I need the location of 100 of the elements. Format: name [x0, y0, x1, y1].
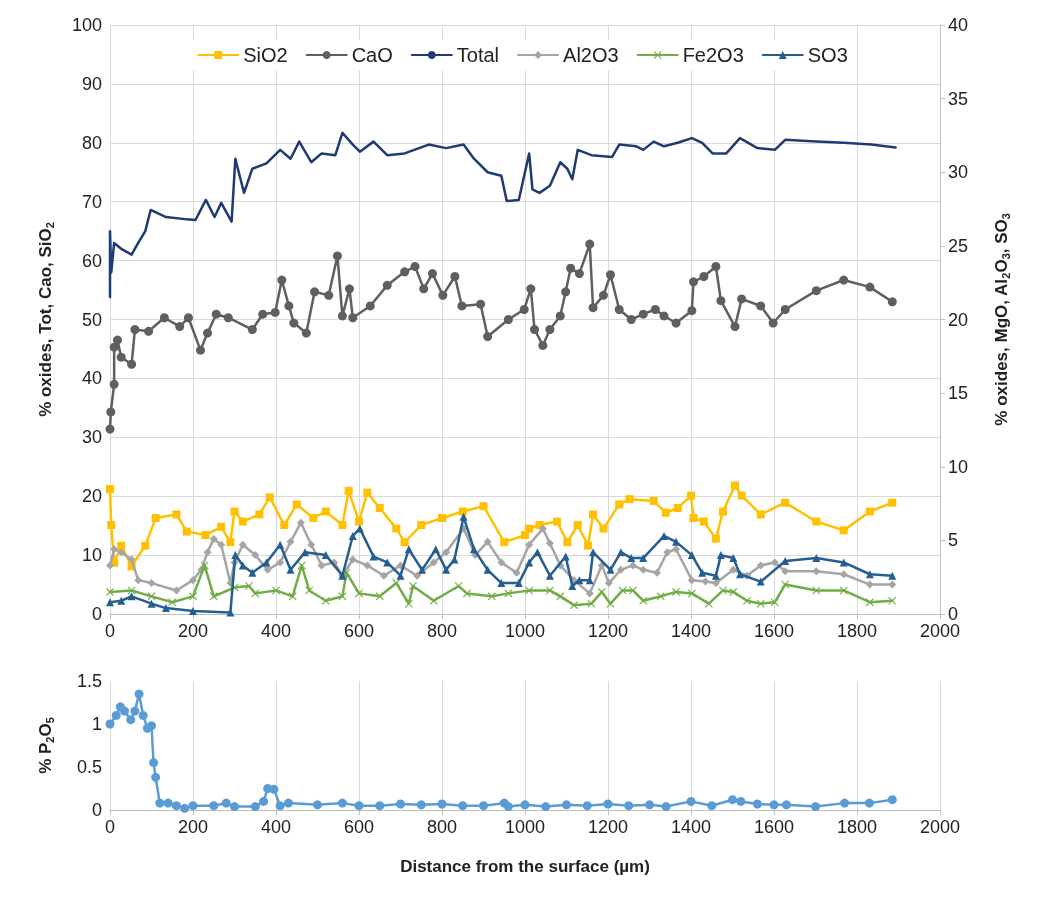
legend-label: SO3 — [807, 44, 848, 66]
point — [639, 554, 648, 563]
point — [584, 541, 593, 550]
point — [321, 551, 330, 560]
point — [520, 800, 530, 810]
point — [568, 582, 577, 591]
point — [582, 801, 592, 811]
point — [561, 552, 570, 561]
point — [888, 498, 897, 507]
y-tick-label: 40 — [81, 368, 102, 389]
point — [375, 801, 385, 811]
point — [238, 517, 247, 526]
point — [209, 592, 218, 601]
point — [111, 710, 121, 720]
point — [344, 486, 353, 495]
x-tick-label: 1800 — [836, 621, 878, 641]
point — [248, 568, 257, 577]
point — [442, 565, 451, 574]
point — [469, 545, 478, 554]
point — [718, 507, 727, 516]
x-tick-label: 600 — [343, 621, 375, 641]
point — [575, 576, 584, 585]
point — [272, 586, 280, 595]
point — [438, 513, 446, 522]
x-tick-label: 1400 — [670, 817, 712, 837]
point — [355, 517, 363, 526]
point — [673, 503, 682, 512]
point — [660, 531, 669, 540]
point — [188, 801, 198, 811]
point — [839, 526, 848, 535]
point — [615, 500, 624, 509]
point — [711, 571, 720, 580]
y2-tick-label: 20 — [948, 309, 969, 330]
point — [355, 524, 364, 533]
point — [276, 540, 285, 549]
legend-label: CaO — [351, 44, 393, 66]
point — [363, 488, 372, 497]
y-tick-label: 1 — [91, 714, 102, 734]
point — [265, 493, 274, 502]
x-tick-label: 400 — [260, 817, 292, 837]
point — [297, 561, 306, 570]
point — [718, 586, 727, 595]
legend-label: Fe2O3 — [682, 44, 744, 66]
point — [504, 589, 513, 598]
point — [147, 599, 156, 608]
point — [698, 568, 707, 577]
x-tick-label: 1200 — [587, 621, 629, 641]
y-tick-label: 10 — [81, 545, 102, 566]
point — [126, 715, 136, 725]
point — [354, 801, 364, 811]
point — [603, 799, 613, 809]
point — [130, 706, 140, 716]
point — [321, 507, 330, 516]
point — [251, 589, 260, 598]
point — [687, 491, 695, 500]
point — [429, 596, 438, 605]
legend-label: Al2O3 — [563, 44, 619, 66]
x-axis-title: Distance from the surface (µm) — [400, 857, 650, 876]
legend-label: SiO2 — [243, 44, 288, 66]
point — [117, 596, 126, 605]
point — [163, 798, 173, 808]
point — [687, 589, 696, 598]
point — [656, 592, 665, 601]
x-tick-label: 1400 — [670, 621, 712, 641]
point — [117, 541, 126, 550]
point — [120, 706, 130, 716]
x-tick-label: 200 — [177, 817, 209, 837]
point — [729, 554, 738, 563]
point — [171, 801, 181, 811]
y-tick-label: 80 — [81, 132, 102, 153]
point — [599, 524, 608, 533]
point — [781, 580, 790, 589]
point — [649, 496, 658, 505]
point — [589, 510, 598, 519]
point — [769, 800, 779, 810]
point — [689, 513, 698, 522]
point — [168, 598, 177, 607]
point — [437, 799, 447, 809]
y2-tick-label: 40 — [948, 15, 969, 35]
point — [781, 498, 790, 507]
point — [348, 531, 357, 540]
point — [301, 548, 310, 557]
point — [661, 802, 671, 812]
point — [645, 800, 654, 810]
point — [280, 521, 289, 530]
point — [686, 796, 696, 806]
point — [288, 592, 297, 601]
x-tick-label: 1800 — [836, 817, 878, 837]
point — [606, 565, 615, 574]
line-series — [108, 131, 897, 299]
point — [396, 571, 405, 580]
point — [292, 500, 301, 509]
point — [840, 798, 850, 808]
y-tick-label: 90 — [81, 73, 102, 94]
y2-tick-label: 5 — [948, 530, 959, 551]
point — [313, 800, 322, 810]
point — [864, 798, 874, 808]
point — [483, 565, 492, 574]
y-tick-label: 30 — [81, 427, 102, 448]
y2-tick-label: 30 — [948, 162, 969, 183]
